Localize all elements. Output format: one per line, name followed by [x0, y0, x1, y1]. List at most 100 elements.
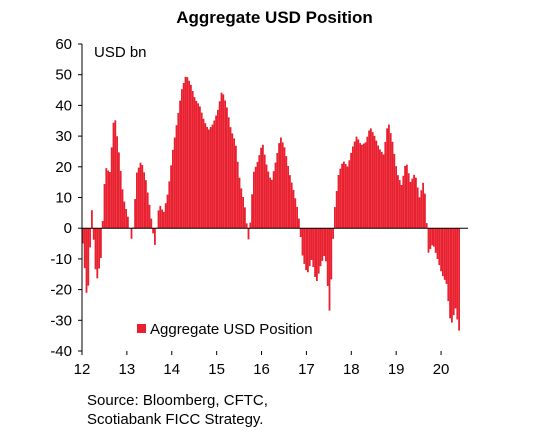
bar	[177, 112, 180, 229]
y-tick-label: -20	[50, 282, 72, 299]
bar	[164, 203, 167, 229]
y-tick-label: 30	[55, 128, 72, 145]
y-tick-label: 10	[55, 190, 72, 207]
bar	[226, 107, 228, 229]
bar	[294, 198, 297, 229]
bar	[253, 171, 255, 229]
bar	[161, 209, 163, 229]
bar	[278, 143, 280, 229]
bar	[344, 164, 347, 229]
bar	[168, 181, 171, 229]
bar	[137, 167, 140, 229]
bar	[321, 228, 324, 261]
bar	[341, 163, 343, 229]
bar	[218, 101, 221, 229]
y-tick-label: 20	[55, 159, 72, 176]
bar	[118, 152, 120, 229]
bar	[370, 128, 372, 229]
bar	[109, 171, 111, 229]
bar	[136, 172, 138, 229]
bar	[247, 228, 250, 240]
x-tick-label: 14	[163, 361, 180, 378]
bar	[420, 190, 423, 229]
x-ticks: 12 13 14 15 16 17 18 19 20	[74, 351, 449, 378]
legend-swatch	[137, 324, 146, 333]
y-tick-label: -10	[50, 251, 72, 268]
bar	[339, 168, 342, 229]
bar	[377, 145, 379, 229]
bar	[105, 168, 108, 229]
bar	[272, 171, 275, 229]
bar	[382, 154, 385, 229]
bar	[290, 182, 293, 229]
bar	[330, 228, 333, 280]
bar	[267, 171, 270, 229]
bar	[436, 228, 439, 259]
bar	[92, 228, 95, 240]
y-ticks: 60 50 40 30 20 10 0 -10 -20 -30 -40	[50, 36, 82, 360]
bar	[451, 228, 453, 323]
bar	[337, 175, 340, 229]
bar	[310, 228, 313, 260]
bar	[355, 136, 358, 229]
bar	[314, 228, 316, 277]
bar	[206, 126, 208, 229]
bar	[269, 177, 271, 229]
bar	[371, 132, 374, 229]
bar-series	[82, 76, 460, 331]
bar	[362, 143, 365, 229]
bar	[91, 210, 93, 229]
bar	[186, 77, 189, 229]
bar	[292, 189, 295, 229]
bar	[190, 84, 192, 229]
bar	[413, 174, 415, 229]
bar	[238, 177, 241, 229]
bar	[452, 228, 455, 316]
bar	[139, 162, 142, 229]
bar	[82, 228, 84, 244]
bar	[157, 210, 160, 229]
bar	[202, 118, 205, 229]
bar	[326, 228, 329, 286]
bar	[393, 153, 396, 229]
bar	[172, 149, 174, 229]
bar	[150, 218, 153, 229]
y-unit-label: USD bn	[94, 44, 147, 61]
bar	[123, 201, 126, 229]
bar	[350, 152, 352, 229]
bar	[148, 204, 151, 229]
bar	[101, 221, 104, 229]
chart-title: Aggregate USD Position	[176, 8, 373, 27]
bar	[182, 83, 185, 229]
bar	[195, 100, 198, 229]
bar	[298, 218, 300, 229]
bar	[438, 228, 441, 266]
bar	[397, 175, 399, 229]
bar	[170, 165, 172, 229]
bar	[121, 189, 124, 229]
bar	[353, 141, 356, 229]
bar	[254, 166, 257, 229]
y-tick-label: 60	[55, 36, 72, 53]
bar	[179, 100, 181, 229]
bar	[366, 136, 369, 229]
bar	[107, 170, 109, 229]
bar	[411, 178, 414, 229]
bar	[145, 180, 147, 229]
source-note: Source: Bloomberg, CFTC, Scotiabank FICC…	[87, 391, 268, 429]
bar	[379, 149, 381, 229]
bar	[213, 120, 216, 229]
bar	[458, 228, 460, 331]
x-tick-label: 18	[343, 361, 360, 378]
bar	[440, 228, 442, 272]
bar	[193, 97, 196, 229]
x-tick-label: 15	[208, 361, 225, 378]
bar	[110, 147, 113, 229]
bar	[236, 161, 239, 229]
bar	[422, 182, 424, 229]
bar	[96, 228, 99, 279]
bar	[434, 228, 437, 253]
bar	[85, 228, 88, 293]
source-line-2: Scotiabank FICC Strategy.	[87, 411, 264, 428]
bar	[307, 228, 309, 273]
